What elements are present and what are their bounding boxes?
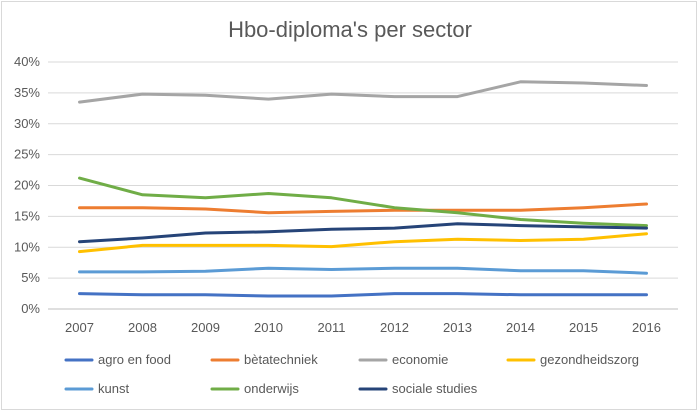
x-axis-ticks: 2007 2008 2009 2010 2011 2012 2013 2014 2015 2016 [65, 320, 661, 335]
y-axis-ticks: 0% 5% 10% 15% 20% 25% 30% 35% 40% [14, 54, 40, 316]
y-tick-label: 15% [14, 208, 40, 223]
y-tick-label: 20% [14, 178, 40, 193]
legend-label: gezondheidszorg [540, 352, 639, 367]
y-tick-label: 35% [14, 85, 40, 100]
x-tick-label: 2007 [65, 320, 94, 335]
legend-label: sociale studies [392, 381, 478, 396]
gridlines [48, 61, 678, 310]
x-tick-label: 2010 [254, 320, 283, 335]
legend-label: bètatechniek [244, 352, 318, 367]
legend: agro en food bètatechniek economie gezondhe… [64, 352, 639, 396]
y-tick-label: 40% [14, 54, 40, 69]
series-line-3 [78, 232, 648, 254]
series-line-4 [78, 266, 648, 275]
x-tick-label: 2008 [128, 320, 157, 335]
series-line-1 [78, 202, 648, 215]
series-lines [78, 80, 648, 298]
x-tick-label: 2011 [318, 320, 346, 335]
chart-title: Hbo-diploma's per sector [228, 17, 472, 42]
legend-label: economie [392, 352, 448, 367]
legend-label: agro en food [98, 352, 171, 367]
y-tick-label: 10% [14, 239, 40, 254]
x-tick-label: 2016 [632, 320, 661, 335]
series-line-6 [78, 222, 648, 244]
series-line-5 [78, 176, 648, 228]
x-tick-label: 2009 [191, 320, 220, 335]
legend-label: kunst [98, 381, 129, 396]
y-tick-label: 5% [21, 270, 40, 285]
series-line-2 [78, 80, 648, 104]
y-tick-label: 25% [14, 147, 40, 162]
series-line-0 [78, 292, 648, 298]
x-tick-label: 2012 [380, 320, 409, 335]
x-tick-label: 2013 [443, 320, 472, 335]
y-tick-label: 0% [21, 301, 40, 316]
legend-label: onderwijs [244, 381, 299, 396]
y-tick-label: 30% [14, 116, 40, 131]
x-tick-label: 2015 [569, 320, 598, 335]
x-tick-label: 2014 [506, 320, 535, 335]
